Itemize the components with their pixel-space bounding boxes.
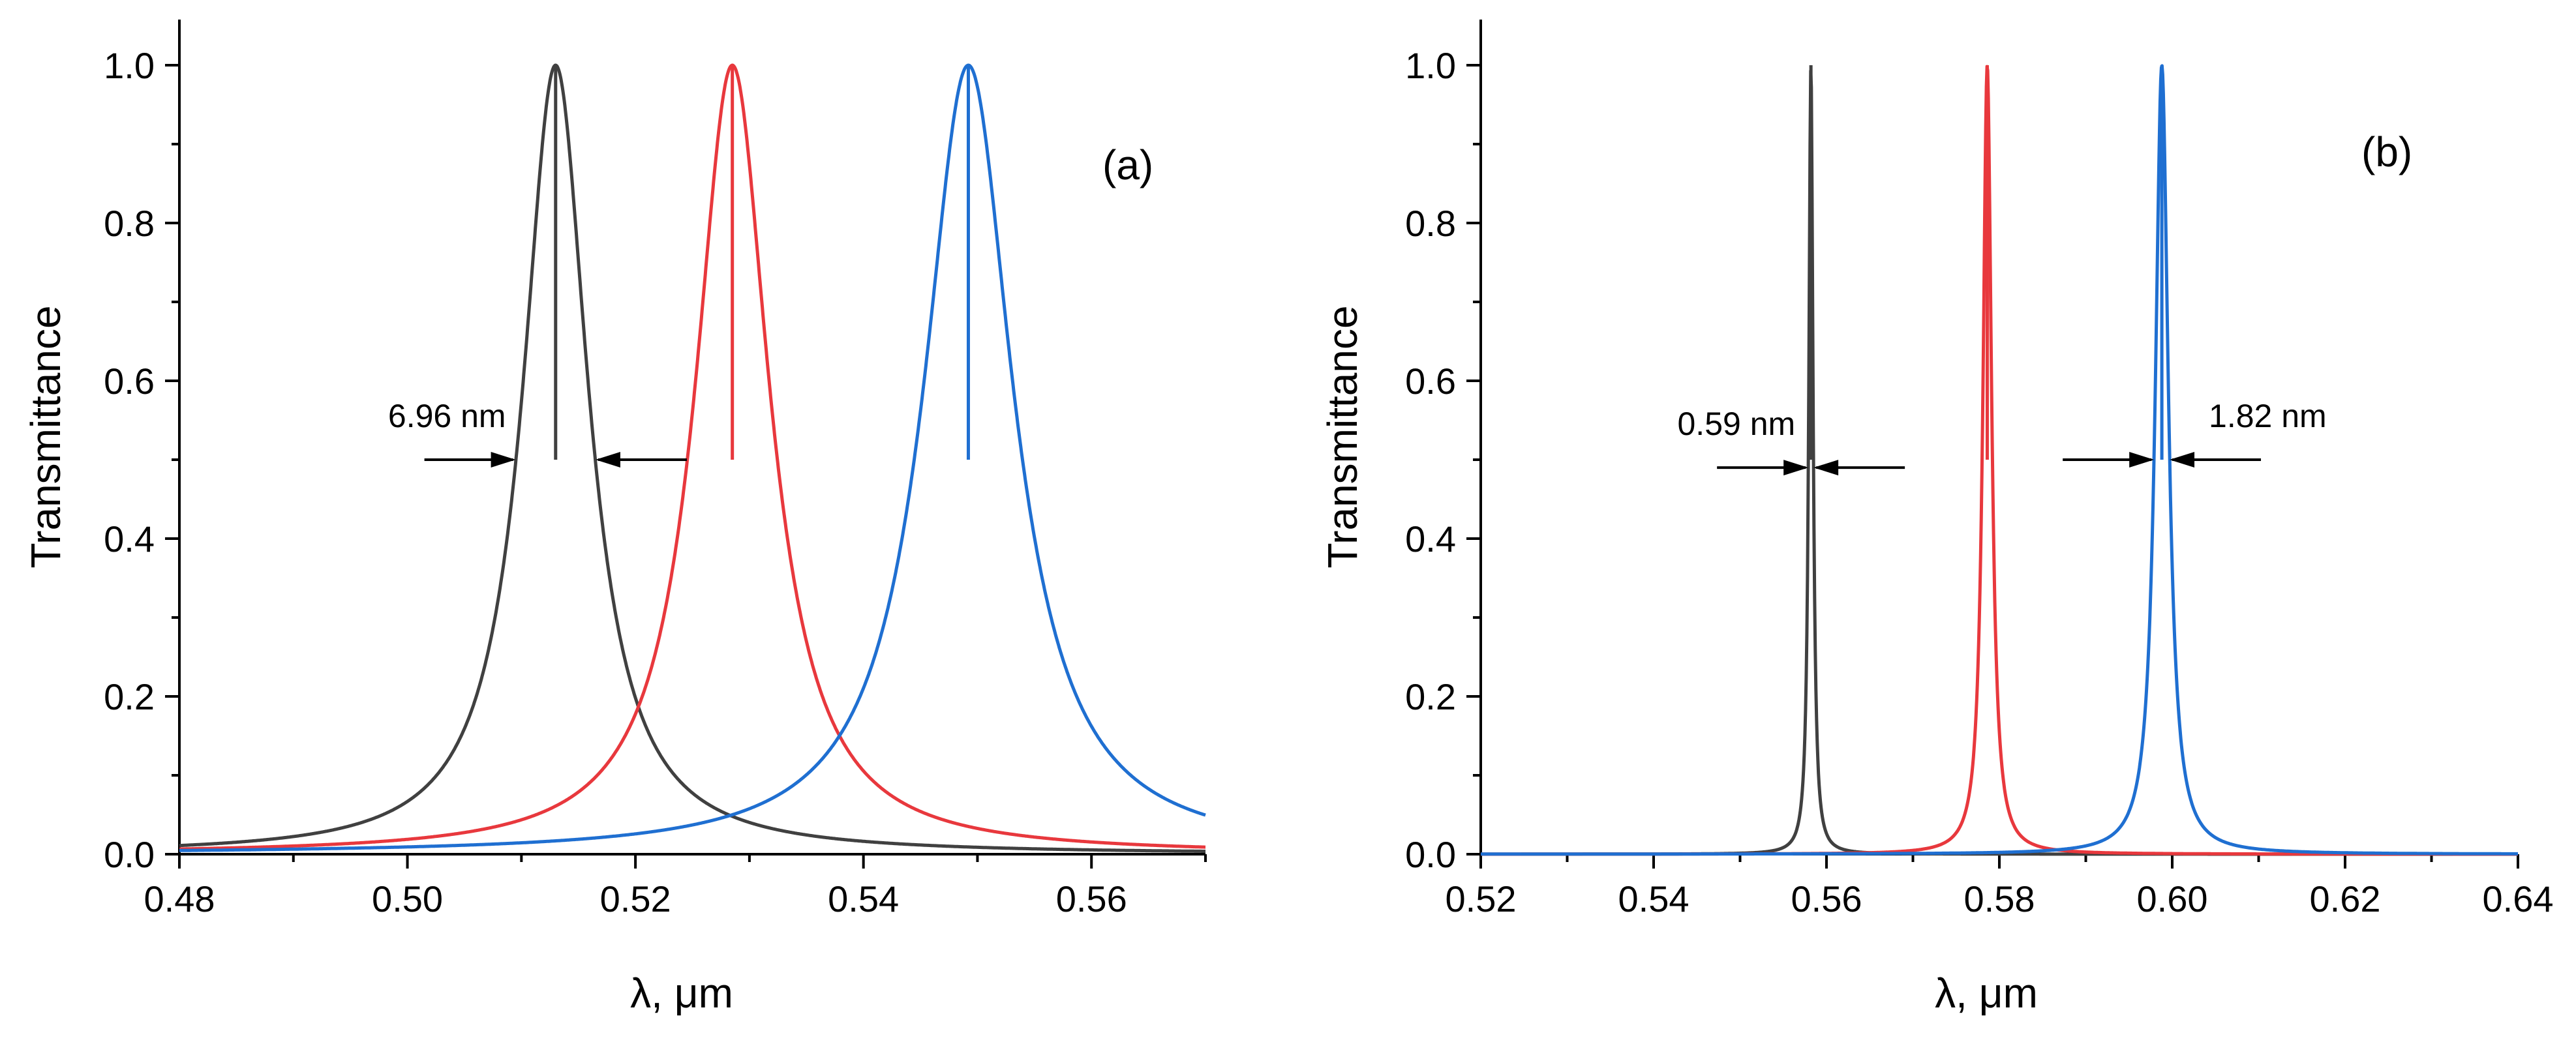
panel-a-ytick-label: 0.2 [104,676,155,717]
panel-b-xlabel: λ, μm [1935,970,2038,1017]
panel-b-series-3 [1479,64,2519,856]
panel-a-xtick-label: 0.54 [828,878,899,919]
panel-a-ytick-label: 0.0 [104,834,155,875]
panel-b-xtick-label: 0.62 [2310,878,2381,919]
panel-a-ytick-label: 0.8 [104,203,155,244]
panel-b-xtick-label: 0.56 [1791,878,1862,919]
panel-a-annotation-label: 6.96 nm [388,398,506,434]
panel-b-ytick-label: 0.0 [1405,834,1456,875]
panel-a-annotation-arrowhead-right [595,452,620,468]
panel-a-xtick-label: 0.52 [600,878,671,919]
panel-b-annotation-arrowhead-left [1783,460,1809,476]
panel-a-series-2 [178,63,1207,851]
panel-a-ytick-label: 1.0 [104,45,155,86]
panel-b-xtick-label: 0.64 [2483,878,2554,919]
panel-a-ytick-label: 0.6 [104,361,155,402]
panel-b-annotation-arrowhead-right [2170,452,2195,468]
panel-b-xtick-label: 0.52 [1446,878,1517,919]
panel-a-series-1 [178,63,1207,853]
panel-b-annotation-label: 1.82 nm [2209,398,2327,434]
panel-b-label: (b) [2361,128,2412,175]
panel-a-xtick-label: 0.48 [144,878,215,919]
panel-a-label: (a) [1102,141,1153,188]
panel-b-xtick-label: 0.54 [1618,878,1690,919]
panel-b-xtick-label: 0.60 [2137,878,2208,919]
panel-b-ytick-label: 0.6 [1405,361,1456,402]
panel-b: Transmittance λ, μm (b) 0.52 0.54 0.56 0.58… [1319,20,2554,1017]
panel-a-xtick-label: 0.50 [372,878,443,919]
panel-a-ylabel: Transmittance [22,305,69,568]
panel-b-annotation-arrowhead-left [2129,452,2155,468]
panel-a-annotation-arrowhead-left [491,452,516,468]
panel-a-xtick-label: 0.56 [1056,878,1127,919]
panel-a-series-3 [178,63,1207,852]
panel-a-ytick-label: 0.4 [104,518,155,559]
panel-b-annotation-label: 0.59 nm [1678,406,1796,442]
panel-b-xtick-label: 0.58 [1964,878,2035,919]
panel-a: Transmittance λ, μm (a) 0.48 0.50 0.52 0.54… [22,20,1207,1017]
panel-b-ytick-label: 0.4 [1405,518,1456,559]
panel-b-series-2 [1479,65,2519,856]
panel-b-ytick-label: 1.0 [1405,45,1456,86]
panel-b-annotation-arrowhead-right [1813,460,1839,476]
panel-b-ytick-label: 0.8 [1405,203,1456,244]
panel-b-ytick-label: 0.2 [1405,676,1456,717]
panel-b-ylabel: Transmittance [1319,305,1366,568]
panel-a-xlabel: λ, μm [630,970,733,1017]
